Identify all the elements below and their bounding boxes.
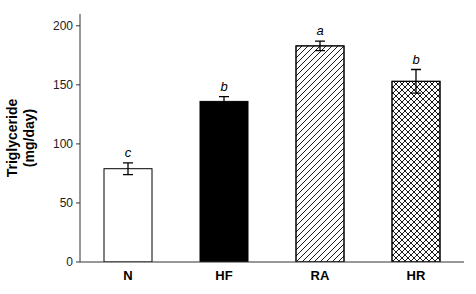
error-bar-path (219, 97, 229, 106)
error-bar (123, 163, 133, 175)
error-bar-path (411, 70, 421, 94)
bar (104, 169, 152, 262)
error-bar (411, 70, 421, 94)
y-tick-label: 150 (53, 78, 73, 92)
bar (296, 46, 344, 262)
y-tick (76, 202, 80, 203)
y-tick (76, 25, 80, 26)
x-tick-label: HF (215, 268, 232, 283)
axes: 0 50 100 150 200 N HF RA HR (53, 14, 464, 283)
y-axis-label: Triglyceride(mg/day) (4, 98, 37, 177)
y-tick (76, 84, 80, 85)
x-axis-line (80, 262, 464, 263)
error-bar-path (315, 41, 325, 50)
y-axis-label-line: Triglyceride (4, 98, 20, 177)
x-tick-label: HR (407, 268, 426, 283)
y-tick (76, 262, 80, 263)
x-tick-label: RA (311, 268, 330, 283)
letter: b (412, 52, 419, 67)
error-bar-path (123, 163, 133, 175)
y-axis-line (80, 14, 81, 262)
letter: b (220, 79, 227, 94)
y-tick-label: 200 (53, 19, 73, 33)
y-axis-label-line: (mg/day) (21, 109, 37, 167)
bar (392, 81, 440, 262)
error-bar (219, 97, 229, 106)
y-tick-label: 0 (66, 255, 73, 269)
plot-area (104, 41, 440, 262)
error-bar (315, 41, 325, 50)
bar-hatch (392, 81, 440, 262)
chart-svg: c b a b 0 50 100 150 200 N HF RA HR Triglyceride(mg/d… (0, 0, 476, 294)
bar (200, 101, 248, 262)
chart-container: c b a b 0 50 100 150 200 N HF RA HR Triglyceride(mg/d… (0, 0, 476, 294)
y-tick-label: 100 (53, 137, 73, 151)
y-tick (76, 143, 80, 144)
bar-hatch (296, 46, 344, 262)
letter: c (125, 145, 132, 160)
letter: a (316, 23, 323, 38)
x-tick-label: N (123, 268, 132, 283)
y-tick-label: 50 (60, 196, 74, 210)
significance-letters: c b a b (125, 23, 420, 160)
